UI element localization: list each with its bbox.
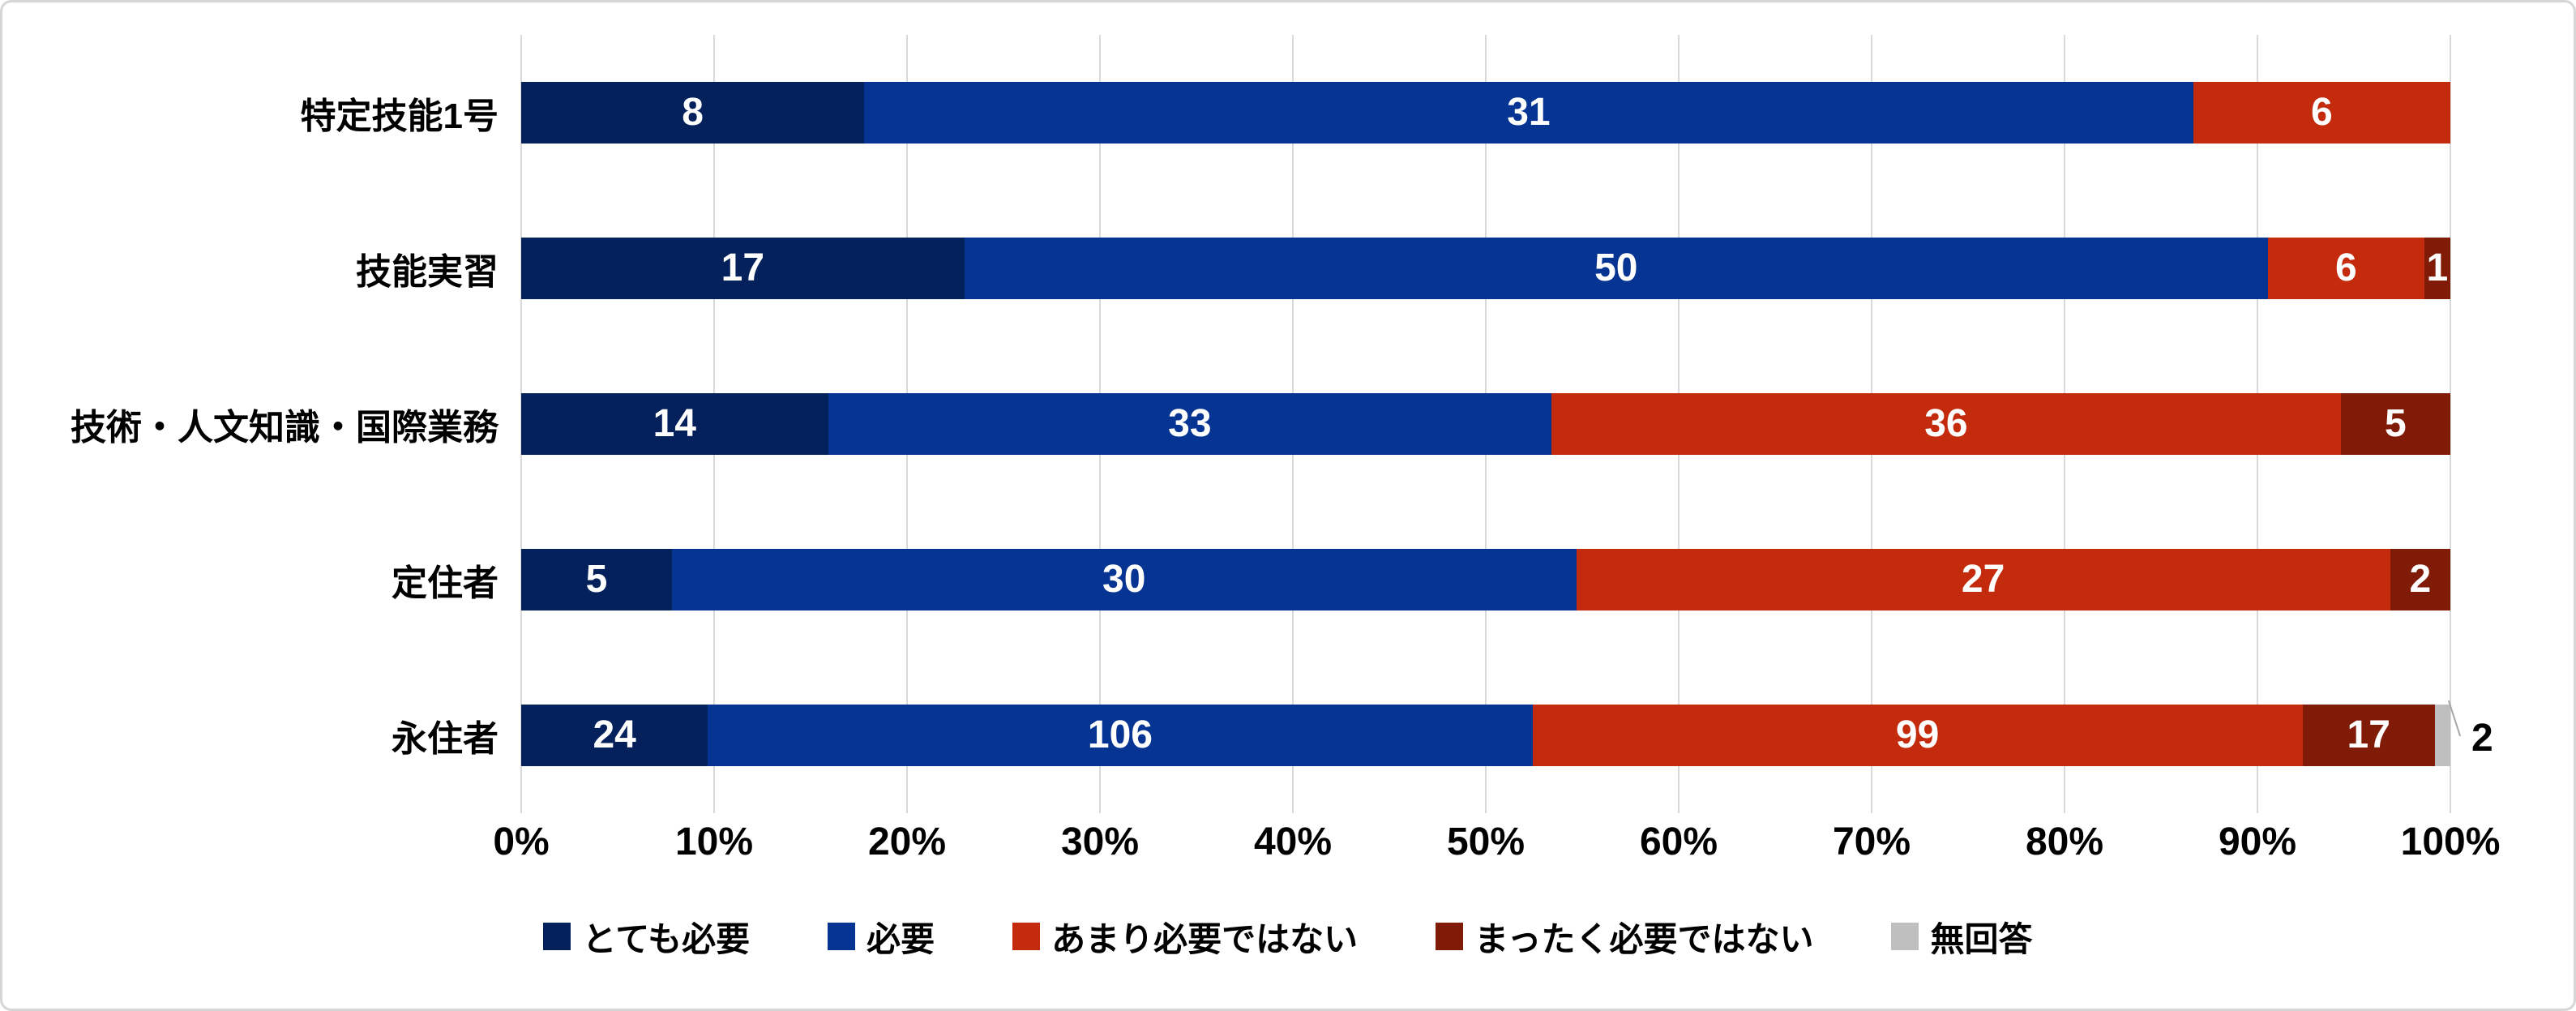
legend-item: 無回答	[1891, 912, 2033, 962]
bar-row: 14 33 36 5	[521, 393, 2450, 455]
segment-value-label: 6	[2334, 246, 2357, 289]
x-axis-tick-label: 60%	[1639, 820, 1718, 863]
label-leader-line	[2447, 700, 2462, 737]
x-axis-tick-label: 90%	[2218, 820, 2297, 863]
bar-row: 8 31 6	[521, 82, 2450, 144]
bar-segment: 1	[2424, 238, 2450, 299]
legend-swatch-icon	[1891, 923, 1919, 950]
x-axis: 0% 10% 20% 30% 40% 50% 60% 70% 80% 90% 100%	[493, 820, 2500, 872]
segment-value-label: 30	[1102, 558, 1146, 601]
segment-value-label: 1	[2426, 246, 2449, 289]
bar-segment: 31	[864, 82, 2193, 144]
legend-item: とても必要	[543, 912, 750, 962]
bar-segment: 50	[964, 238, 2268, 299]
segment-value-label: 50	[1594, 246, 1638, 289]
legend-item: 必要	[828, 912, 935, 962]
segment-value-label: 5	[585, 558, 608, 601]
legend-item: あまり必要ではない	[1012, 912, 1358, 962]
legend-label: とても必要	[582, 919, 751, 958]
bar-row: 17 50 6 1	[521, 238, 2450, 299]
segment-value-label-outside: 2	[2471, 716, 2493, 760]
category-label: 定住者	[392, 563, 499, 603]
legend-label: まったく必要ではない	[1474, 919, 1814, 958]
segment-value-label: 99	[1895, 713, 1940, 756]
segment-value-label: 31	[1507, 91, 1551, 134]
category-label: 特定技能1号	[300, 96, 499, 136]
segment-value-label: 8	[682, 91, 704, 134]
category-label: 技能実習	[356, 252, 499, 292]
plot-area: 8 31 6 17 50 6 1 14 33 36 5 5 30 27 2 24 106 99 17 2	[520, 35, 2493, 813]
bar-segment: 2	[2390, 549, 2450, 610]
legend-item: まったく必要ではない	[1436, 912, 1813, 962]
legend: とても必要 必要 あまり必要ではない まったく必要ではない 無回答	[2, 904, 2574, 969]
segment-value-label: 14	[653, 402, 696, 445]
x-axis-tick-label: 80%	[2025, 820, 2104, 863]
bar-segment: 33	[828, 393, 1552, 455]
segment-value-label: 33	[1168, 402, 1212, 445]
bar-segment: 6	[2267, 238, 2424, 299]
x-axis-tick-label: 20%	[867, 820, 947, 863]
legend-swatch-icon	[1436, 923, 1464, 950]
legend-swatch-icon	[828, 923, 856, 950]
segment-value-label: 17	[2347, 713, 2390, 756]
x-axis-tick-label: 10%	[674, 820, 754, 863]
bar-segment: 14	[521, 393, 828, 455]
segment-value-label: 106	[1087, 713, 1153, 756]
x-axis-tick-label: 0%	[493, 820, 550, 863]
category-label: 永住者	[392, 719, 499, 759]
legend-label: 無回答	[1930, 919, 2033, 958]
bar-segment: 2	[2434, 700, 2493, 766]
legend-label: 必要	[867, 919, 935, 958]
bar-segment: 17	[521, 238, 965, 299]
bar-segment: 99	[1532, 705, 2303, 766]
segment-value-label: 27	[1961, 558, 2005, 601]
x-axis-tick-label: 40%	[1253, 820, 1333, 863]
bar-row: 24 106 99 17 2	[521, 700, 2493, 766]
bar-segment: 8	[521, 82, 865, 144]
segment-value-label: 5	[2385, 402, 2407, 445]
bar-segment: 24	[521, 705, 708, 766]
legend-label: あまり必要ではない	[1051, 919, 1359, 958]
bar-segment: 30	[671, 549, 1577, 610]
gridline	[2450, 35, 2451, 813]
segment-value-label: 6	[2310, 91, 2333, 134]
bar-segment: 6	[2193, 82, 2450, 144]
legend-swatch-icon	[543, 923, 571, 950]
bar-segment: 5	[521, 549, 672, 610]
bar-segment: 106	[708, 705, 1533, 766]
bar-segment: 5	[2340, 393, 2450, 455]
legend-swatch-icon	[1012, 923, 1041, 950]
segment-value-label: 17	[721, 246, 765, 289]
x-axis-tick-label: 30%	[1060, 820, 1140, 863]
segment-value-label: 2	[2409, 558, 2432, 601]
bar-segment: 17	[2302, 705, 2435, 766]
bar-row: 5 30 27 2	[521, 549, 2450, 610]
bar-segment: 27	[1576, 549, 2390, 610]
bar-segment: 36	[1551, 393, 2341, 455]
x-axis-tick-label: 100%	[2400, 820, 2501, 863]
segment-value-label: 24	[593, 713, 636, 756]
x-axis-tick-label: 50%	[1446, 820, 1525, 863]
x-axis-tick-label: 70%	[1832, 820, 1911, 863]
category-label: 技術・人文知識・国際業務	[71, 408, 499, 448]
segment-value-label: 36	[1924, 402, 1968, 445]
